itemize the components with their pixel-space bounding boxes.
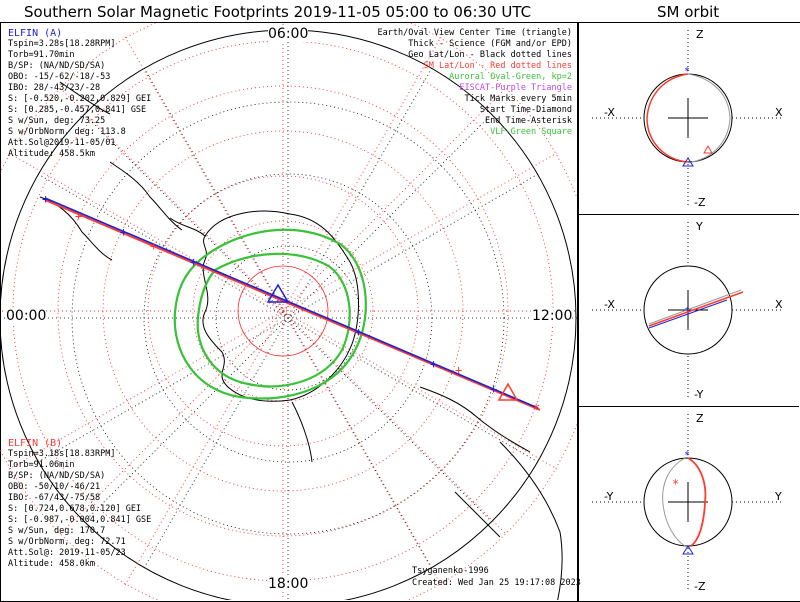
legend-line: SM Lat/Lon - Red dotted lines — [423, 61, 572, 71]
elfin-b-triangle — [497, 382, 519, 401]
map-label-left: 00:00 — [6, 308, 47, 324]
elfin-b-line: Torb=91.06min — [8, 460, 75, 470]
map-label-bottom: 18:00 — [268, 576, 309, 592]
track-tick-marks-b: + + + — [75, 209, 462, 377]
elfin-b-line: B/SP: (NA/ND/SD/SA) — [8, 471, 106, 481]
elfin-a-line: S w/Sun, deg: 73.25 — [8, 116, 106, 126]
svg-text:*: * — [684, 306, 690, 317]
elfin-b-track — [44, 199, 541, 411]
elfin-a-line: S w/OrbNorm, deg: 113.8 — [8, 127, 126, 137]
end-asterisk: * — [532, 402, 540, 418]
elfin-a-line: Altitude: 458.5km — [8, 149, 95, 159]
elfin-b-info: ELFIN (B) Tspin=3.18s[18.83RPM] Torb=91.… — [8, 438, 151, 570]
elfin-a-line: Att.Sol@2019-11-05/01 — [8, 138, 116, 148]
elfin-a-line: OBO: -15/-62/-18/-53 — [8, 72, 111, 82]
legend-line: Earth/Oval View Center Time (triangle) — [377, 28, 572, 38]
elfin-b-line: OBO: -50/10/-46/21 — [8, 482, 101, 492]
xy-right-label: X — [775, 298, 783, 311]
orbit-title: SM orbit — [657, 3, 720, 21]
xz-bottom-label: -Z — [694, 196, 706, 209]
svg-text:*: * — [684, 450, 690, 461]
legend-line: End Time-Asterisk — [485, 116, 572, 126]
elfin-a-track — [44, 197, 539, 409]
elfin-b-line: S w/Sun, deg: 170.7 — [8, 526, 106, 536]
orbit-divider-2 — [577, 406, 799, 407]
elfin-a-line: S: [0.285,-0.457,0.841] GSE — [8, 105, 147, 115]
orbit-panel-xz: * — [592, 30, 784, 208]
elfin-a-line: IBO: 28/-43/23/-28 — [8, 83, 101, 93]
yz-right-label: Y — [775, 490, 782, 503]
coastlines — [39, 81, 563, 600]
svg-text:+: + — [430, 357, 437, 371]
page-title: Southern Solar Magnetic Footprints 2019-… — [24, 3, 532, 21]
elfin-b-name: ELFIN (B) — [8, 438, 63, 449]
elfin-b-line: Altitude: 458.0km — [8, 559, 95, 569]
legend-line: Thick - Science (FGM and/or EPD) — [408, 39, 572, 49]
orbit-panel-yz: * * — [592, 414, 784, 592]
xy-bottom-label: -Y — [694, 388, 704, 401]
xy-top-label: Y — [696, 220, 703, 233]
svg-text:+: + — [42, 192, 49, 206]
elfin-a-info: ELFIN (A) Tspin=3.28s[18.28RPM] Torb=91.… — [8, 28, 151, 160]
legend-line: EISCAT-Purple Triangle — [459, 83, 572, 93]
elfin-b-line: S w/OrbNorm, deg: 72.71 — [8, 537, 126, 547]
legend-line: Start Time-Diamond — [479, 105, 572, 115]
svg-text:+: + — [120, 225, 127, 239]
svg-text:+: + — [490, 382, 497, 396]
legend-line: Tick Marks every 5min — [464, 94, 572, 104]
yz-left-label: -Y — [604, 490, 614, 503]
view-center-triangle — [266, 283, 290, 303]
elfin-b-line: S: [0.724,0.678,0.120] GEI — [8, 504, 142, 514]
xz-right-label: X — [775, 106, 783, 119]
legend: Earth/Oval View Center Time (triangle) T… — [378, 28, 572, 138]
geo-grid — [0, 30, 577, 600]
svg-text:*: * — [684, 66, 690, 77]
track-tick-marks: + + + + + + — [42, 192, 497, 396]
orbit-divider-1 — [577, 214, 799, 215]
legend-line: VLF-Green Square — [490, 127, 572, 137]
map-label-right: 12:00 — [532, 308, 573, 324]
elfin-a-line: Tspin=3.28s[18.28RPM] — [8, 39, 116, 49]
elfin-b-line: S: [-0.987,-0.004,0.841] GSE — [8, 515, 152, 525]
created-timestamp: Created: Wed Jan 25 19:17:08 2023 — [412, 578, 581, 588]
svg-text:+: + — [455, 363, 462, 377]
svg-text:+: + — [150, 239, 157, 253]
legend-line: Auroral Oval-Green, kp=2 — [449, 72, 572, 82]
svg-text:*: * — [672, 477, 679, 491]
elfin-b-line: Att.Sol@: 2019-11-05/23 — [8, 548, 126, 558]
svg-text:+: + — [190, 255, 197, 269]
elfin-a-name: ELFIN (A) — [8, 28, 63, 39]
orbit-panel-xy: * — [592, 222, 784, 400]
xy-left-label: -X — [604, 298, 615, 311]
footprint-map: + + + + + + + + + * — [0, 22, 577, 600]
map-label-top: 06:00 — [268, 26, 309, 42]
elfin-a-line: S: [-0.520,-0.202,0.829] GEI — [8, 94, 152, 104]
elfin-a-line: Torb=91.70min — [8, 50, 75, 60]
elfin-a-line: B/SP: (NA/ND/SD/SA) — [8, 61, 106, 71]
elfin-b-line: Tspin=3.18s[18.83RPM] — [8, 449, 116, 459]
xz-top-label: Z — [696, 28, 704, 41]
legend-line: Geo Lat/Lon - Black dotted lines — [408, 50, 572, 60]
yz-top-label: Z — [696, 412, 704, 425]
elfin-b-line: IBO: -67/43/-75/58 — [8, 493, 101, 503]
svg-text:+: + — [355, 325, 362, 339]
yz-bottom-label: -Z — [694, 580, 706, 593]
auroral-oval — [173, 228, 367, 400]
svg-text:+: + — [75, 209, 82, 223]
xz-left-label: -X — [604, 106, 615, 119]
author-credit: Tsyganenko-1996 — [412, 566, 489, 576]
